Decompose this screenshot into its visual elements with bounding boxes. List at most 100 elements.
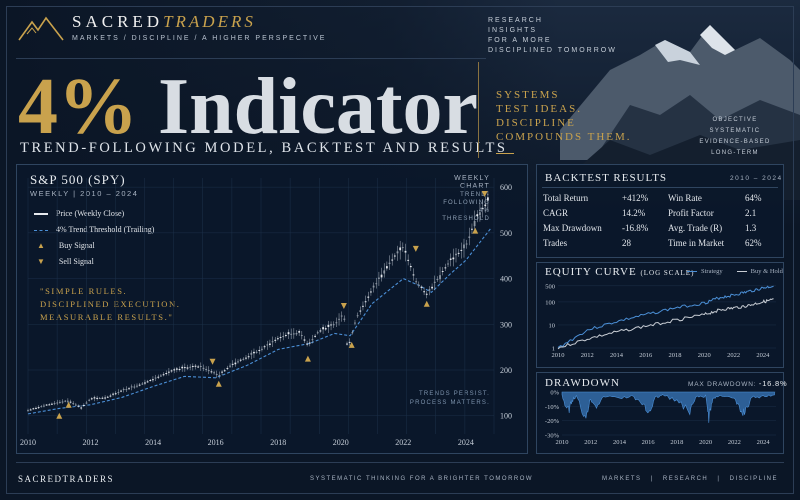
backtest-range: 2010 – 2024 xyxy=(730,175,783,182)
price-candle xyxy=(417,284,420,286)
price-candle xyxy=(85,402,88,404)
price-candle xyxy=(98,397,101,399)
price-candle xyxy=(356,315,359,317)
footer-brand: SACREDTRADERS xyxy=(18,474,115,484)
price-candle xyxy=(149,379,152,381)
price-candle xyxy=(375,283,378,285)
price-candle xyxy=(43,405,45,407)
x-tick-label: 2024 xyxy=(757,439,771,446)
drawdown-max: MAX DRAWDOWN: -16.8% xyxy=(688,379,788,388)
x-tick-label: 2014 xyxy=(613,439,627,446)
price-candle xyxy=(210,371,213,373)
y-tick-label: 400 xyxy=(500,275,512,284)
price-candle xyxy=(316,332,319,334)
brand-tagline: MARKETS / DISCIPLINE / A HIGHER PERSPECT… xyxy=(72,35,327,42)
price-candle xyxy=(144,382,146,384)
metric-label: Total Return xyxy=(543,193,589,203)
y-tick-label: -30% xyxy=(545,433,560,440)
price-candle xyxy=(53,403,56,405)
price-candle xyxy=(388,262,391,264)
footer-link-research[interactable]: RESEARCH xyxy=(662,476,709,482)
price-candle xyxy=(114,393,117,395)
price-candle xyxy=(157,376,160,378)
buy-signal-marker xyxy=(348,341,355,348)
price-candle xyxy=(391,259,394,261)
price-candle xyxy=(138,384,141,386)
price-candle xyxy=(133,386,136,388)
footer-divider xyxy=(16,462,784,463)
price-candle xyxy=(354,322,356,324)
price-candle xyxy=(479,212,481,216)
price-candle xyxy=(162,374,165,376)
price-candle xyxy=(348,341,351,343)
buy-signal-marker xyxy=(65,401,72,408)
price-candle xyxy=(319,330,322,332)
x-tick-label: 2012 xyxy=(581,352,594,359)
price-candle xyxy=(359,310,362,312)
footer-link-discipline[interactable]: DISCIPLINE xyxy=(729,476,778,482)
objective-list: OBJECTIVE SYSTEMATIC EVIDENCE-BASED LONG-TE… xyxy=(699,117,771,156)
price-candle xyxy=(401,247,404,249)
price-candle xyxy=(189,366,192,368)
sell-signal-marker xyxy=(481,191,488,197)
price-candle xyxy=(463,244,465,249)
price-candle xyxy=(292,333,295,335)
price-chart-subtitle: WEEKLY | 2010 – 2024 xyxy=(30,189,139,198)
price-candle xyxy=(120,390,122,392)
price-candle xyxy=(207,370,210,372)
price-candle xyxy=(77,405,80,407)
price-candle xyxy=(90,398,93,400)
y-tick-label: 500 xyxy=(500,229,512,238)
backtest-title: BACKTEST RESULTS xyxy=(545,172,668,184)
footer-tagline: SYSTEMATIC THINKING FOR A BRIGHTER TOMOR… xyxy=(310,476,534,482)
x-tick-label: 2010 xyxy=(552,352,565,359)
price-candle xyxy=(385,266,388,269)
price-candle xyxy=(88,399,91,401)
x-tick-label: 2024 xyxy=(756,352,770,359)
price-candle xyxy=(93,397,96,399)
price-candle xyxy=(343,318,346,320)
price-candle xyxy=(221,371,223,373)
y-tick-label: 0% xyxy=(550,390,559,397)
price-candle xyxy=(415,281,418,283)
price-candle xyxy=(51,403,53,405)
price-candle xyxy=(263,346,266,348)
metric-label: Time in Market xyxy=(668,238,725,248)
price-chart-panel xyxy=(16,164,528,454)
price-candle xyxy=(484,204,487,207)
price-candle xyxy=(378,277,380,279)
metric-value: 64% xyxy=(745,193,762,203)
header-divider xyxy=(16,58,486,59)
x-tick-label: 2010 xyxy=(556,439,569,446)
x-tick-label: 2024 xyxy=(458,438,474,447)
price-candle xyxy=(178,368,181,370)
price-candle xyxy=(167,371,170,373)
price-candle xyxy=(109,395,112,397)
price-candle xyxy=(74,404,77,406)
x-tick-label: 2022 xyxy=(727,352,740,359)
price-candle xyxy=(82,405,85,407)
research-blurb: RESEARCH INSIGHTS FOR A MORE DISCIPLINED TO… xyxy=(488,17,617,54)
x-tick-label: 2012 xyxy=(584,439,597,446)
price-candle xyxy=(250,352,253,355)
price-candle xyxy=(261,348,263,350)
buy-hold-line xyxy=(557,298,774,350)
price-candle xyxy=(431,286,433,289)
y-tick-label: 200 xyxy=(500,366,512,375)
legend-sell: ▼ Sell Signal xyxy=(37,257,94,266)
price-candle xyxy=(308,342,311,344)
price-candle xyxy=(29,409,32,411)
price-candle xyxy=(213,372,215,374)
footer-link-markets[interactable]: MARKETS xyxy=(601,476,642,482)
price-candle xyxy=(245,357,247,359)
x-tick-label: 2022 xyxy=(728,439,741,446)
y-tick-label: 10 xyxy=(549,322,556,329)
price-candle xyxy=(372,285,375,288)
price-candle xyxy=(122,389,125,391)
sell-signal-marker xyxy=(209,358,216,365)
price-candle xyxy=(420,286,423,288)
legend-buy: ▲ Buy Signal xyxy=(37,241,95,250)
price-candle xyxy=(295,333,298,335)
price-candle xyxy=(364,301,367,303)
page-title: 4% Indicator xyxy=(18,63,478,151)
